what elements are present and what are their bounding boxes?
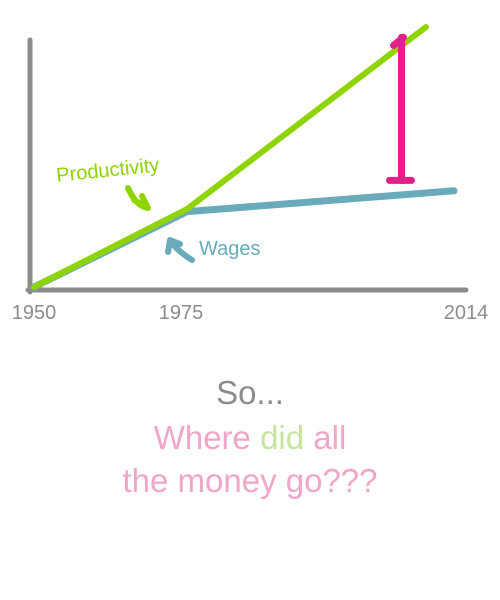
caption-line-2-end: all (304, 419, 347, 456)
curved-arrow-icon (165, 237, 195, 263)
caption-line-2-start: Where (153, 419, 261, 456)
caption-line-1: So... (216, 374, 284, 411)
x-tick-label: 2014 (444, 302, 489, 324)
series-line-productivity (31, 24, 429, 290)
wages-productivity-chart: Productivity Wages 1950 1975 2014 (12, 24, 489, 324)
x-tick-label: 1950 (12, 302, 57, 324)
caption-line-2: Where did all (0, 418, 500, 458)
gap-marker-i-beam-icon (386, 33, 415, 184)
curved-arrow-icon (125, 185, 151, 211)
x-tick-label: 1975 (159, 302, 204, 324)
caption-highlight-word: did (260, 419, 305, 456)
series-label-productivity: Productivity (55, 154, 160, 187)
series-label-wages: Wages (199, 238, 261, 260)
caption-line-3: the money go??? (122, 462, 378, 499)
